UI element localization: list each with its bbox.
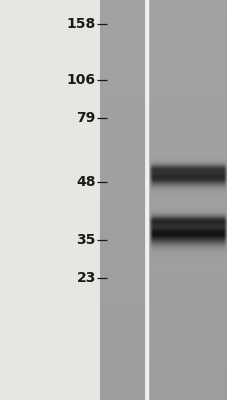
Text: 106: 106	[67, 73, 95, 87]
Text: 35: 35	[76, 233, 95, 247]
Text: 79: 79	[76, 111, 95, 125]
Text: 23: 23	[76, 271, 95, 285]
Text: 158: 158	[66, 17, 95, 31]
Text: 48: 48	[76, 175, 95, 189]
